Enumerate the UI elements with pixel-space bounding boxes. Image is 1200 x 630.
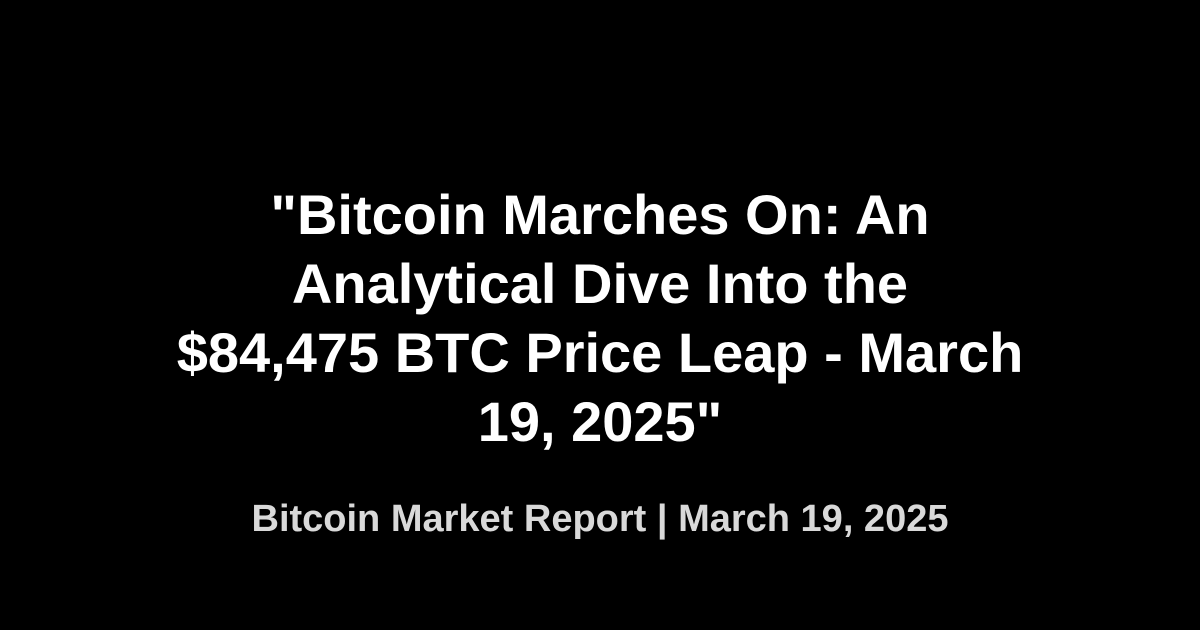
headline-line-2: Analytical Dive Into the	[291, 252, 909, 315]
report-byline: Bitcoin Market Report | March 19, 2025	[251, 498, 949, 540]
headline-line-3: $84,475 BTC Price Leap - March	[176, 321, 1024, 384]
headline-line-4: 19, 2025"	[477, 390, 723, 453]
headline-line-1: "Bitcoin Marches On: An	[270, 183, 930, 246]
headline: "Bitcoin Marches On: An Analytical Dive …	[100, 180, 1100, 456]
